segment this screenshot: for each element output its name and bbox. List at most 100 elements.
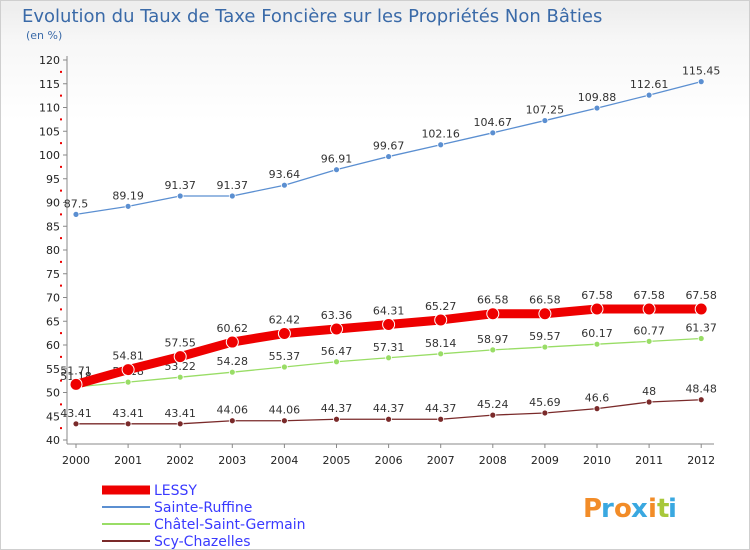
logo-letter: i [648, 494, 657, 524]
data-point [489, 346, 497, 354]
y-tick-label: 75 [46, 268, 60, 281]
data-point [590, 302, 604, 316]
data-point [228, 192, 236, 200]
data-point [333, 166, 340, 174]
data-point [645, 398, 653, 406]
y-minor-tick [60, 260, 62, 263]
x-tick-label: 2007 [427, 454, 455, 467]
data-label: 44.37 [321, 402, 353, 415]
data-point [645, 91, 653, 99]
data-point [437, 415, 445, 423]
y-minor-tick [60, 308, 62, 311]
data-label: 57.31 [373, 341, 405, 354]
data-label: 91.37 [217, 179, 249, 192]
x-tick-label: 2011 [635, 454, 663, 467]
data-point [72, 210, 80, 218]
data-label: 104.67 [474, 116, 513, 129]
data-point [228, 417, 236, 425]
data-point [697, 335, 705, 342]
series-sainte-ruffine: 87.5 89.19 91.37 91.37 93.64 96.91 99.67 102.16… [64, 65, 721, 218]
logo-letter: i [668, 494, 677, 524]
y-tick-label: 95 [46, 173, 60, 186]
y-minor-tick [60, 355, 62, 358]
data-label: 60.77 [633, 324, 665, 337]
legend-label: Châtel-Saint-Germain [154, 517, 306, 533]
data-point [173, 350, 187, 364]
data-point [382, 318, 396, 332]
y-tick-label: 55 [46, 363, 60, 376]
data-point [541, 409, 549, 417]
x-tick-label: 2001 [114, 454, 142, 467]
data-label: 44.06 [217, 404, 249, 417]
data-point [330, 322, 343, 336]
legend-item: LESSY [102, 483, 197, 499]
data-label: 43.41 [112, 407, 144, 420]
data-point [333, 415, 340, 423]
data-label: 64.31 [373, 305, 405, 318]
data-point [593, 340, 601, 348]
data-point [228, 368, 236, 376]
data-label: 66.58 [529, 294, 561, 307]
logo-letter: r [601, 494, 614, 524]
y-tick-label: 70 [46, 292, 60, 305]
data-point [121, 363, 135, 377]
data-point [437, 350, 445, 358]
data-label: 61.37 [685, 321, 717, 334]
x-tick-label: 2005 [323, 454, 351, 467]
data-label: 89.19 [112, 189, 144, 202]
data-label: 67.58 [581, 289, 613, 302]
data-label: 87.5 [64, 197, 89, 210]
y-tick-label: 90 [46, 197, 60, 210]
data-label: 115.45 [682, 65, 721, 78]
data-point [541, 343, 549, 351]
data-label: 60.62 [217, 322, 249, 335]
x-tick-label: 2010 [583, 454, 611, 467]
axes: 40 45 50 55 60 65 70 75 80 85 90 95 100 105 110 115 120 2… [39, 54, 715, 467]
y-minor-tick [60, 70, 62, 73]
y-minor-tick [60, 332, 62, 335]
data-point [333, 358, 340, 366]
data-label: 45.69 [529, 396, 561, 409]
logo-letter: t [657, 494, 669, 524]
x-tick-label: 2003 [218, 454, 246, 467]
data-point [434, 313, 448, 327]
data-label: 91.37 [164, 179, 196, 192]
y-tick-label: 110 [39, 102, 60, 115]
logo-letter: P [583, 494, 602, 524]
data-point [437, 141, 445, 149]
series-ch-tel-saint-germain: 51.1852.1853.2254.2855.3756.4757.3158.14… [60, 321, 717, 391]
y-minor-tick [60, 284, 62, 287]
data-point [385, 153, 393, 160]
series-lessy: 51.71 54.81 57.55 60.62 62.42 63.36 64.31 65.27… [60, 289, 717, 391]
data-point [385, 415, 393, 423]
data-label: 57.55 [164, 337, 196, 350]
data-label: 44.06 [269, 404, 301, 417]
data-point [489, 411, 497, 419]
y-tick-label: 60 [46, 339, 60, 352]
x-tick-label: 2006 [375, 454, 403, 467]
data-label: 56.47 [321, 345, 353, 358]
y-tick-label: 100 [39, 149, 60, 162]
logo-letter: x [631, 494, 648, 524]
data-point [541, 117, 549, 124]
data-label: 99.67 [373, 140, 405, 153]
y-minor-tick [60, 379, 62, 382]
y-minor-tick [60, 165, 62, 168]
data-point [593, 104, 601, 112]
data-point [280, 181, 288, 189]
data-label: 65.27 [425, 300, 457, 313]
data-point [642, 302, 656, 316]
data-point [486, 307, 500, 321]
y-minor-tick [60, 189, 62, 192]
y-minor-tick [60, 427, 62, 430]
data-label: 48.48 [685, 383, 717, 396]
data-label: 48 [642, 385, 656, 398]
data-point [385, 354, 393, 362]
y-axis-unit: (en %) [26, 29, 62, 42]
legend-label: Scy-Chazelles [154, 534, 251, 550]
legend-label: LESSY [154, 483, 197, 499]
data-label: 44.37 [425, 402, 457, 415]
data-point [72, 420, 80, 428]
y-minor-tick [60, 213, 62, 216]
data-label: 107.25 [526, 104, 565, 117]
